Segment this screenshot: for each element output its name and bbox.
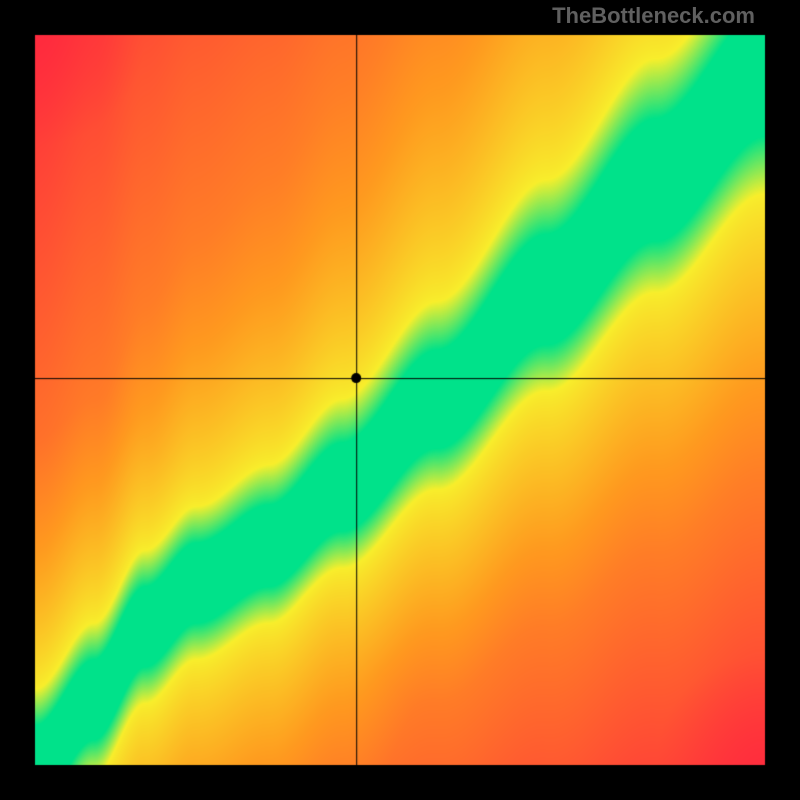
chart-container: { "watermark": "TheBottleneck.com", "cha… — [0, 0, 800, 800]
bottleneck-heatmap — [0, 0, 800, 800]
watermark-text: TheBottleneck.com — [552, 3, 755, 29]
